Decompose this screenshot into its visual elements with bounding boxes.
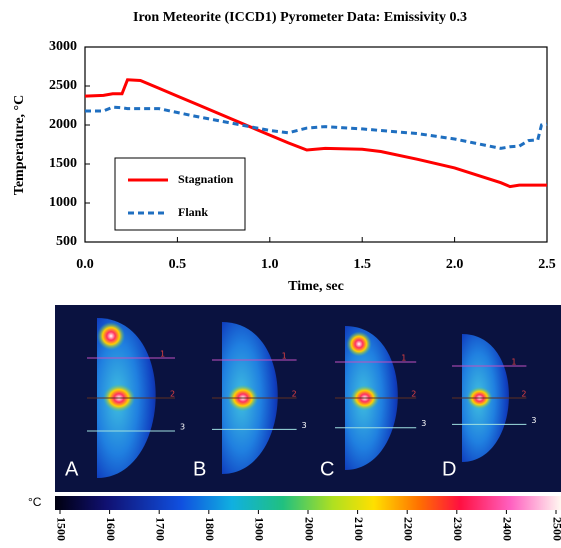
series-line <box>84 78 547 189</box>
profile-label: 3 <box>180 423 185 432</box>
colorbar-tick-label: 1700 <box>153 517 167 541</box>
profile-label: 2 <box>292 390 297 399</box>
legend-label: Flank <box>178 205 208 219</box>
colorbar-tick-label: 2100 <box>352 517 366 541</box>
colorbar-tick-label: 1500 <box>54 517 68 541</box>
profile-label: 1 <box>511 358 516 367</box>
profile-label: 2 <box>170 390 175 399</box>
hot-spot-top <box>346 331 372 357</box>
x-tick-label: 0.0 <box>76 257 94 272</box>
profile-label: 1 <box>282 352 287 361</box>
profile-label: 2 <box>411 390 416 399</box>
profile-label: 1 <box>401 354 406 363</box>
colorbar-tick-label: 1900 <box>253 517 267 541</box>
y-tick-label: 1000 <box>49 195 77 210</box>
colorbar-tick-label: 2500 <box>550 517 561 541</box>
series-line <box>85 105 548 150</box>
panel-label: A <box>65 458 79 480</box>
panel-label: C <box>320 458 334 480</box>
panel-label: B <box>193 458 206 480</box>
y-tick-label: 3000 <box>49 39 77 54</box>
x-tick-label: 1.0 <box>261 257 279 272</box>
profile-label: 2 <box>521 390 526 399</box>
legend-box <box>114 157 246 231</box>
y-axis-label: Temperature, °C <box>12 95 27 195</box>
x-tick-label: 0.5 <box>169 257 187 272</box>
legend-label: Stagnation <box>178 172 234 186</box>
y-tick-label: 1500 <box>49 156 77 171</box>
colorbar-tick-label: 1800 <box>203 517 217 541</box>
y-tick-label: 2500 <box>49 78 77 93</box>
profile-label: 1 <box>160 350 165 359</box>
colorbar-tick-label: 1600 <box>104 517 118 541</box>
x-tick-label: 2.0 <box>446 257 464 272</box>
x-axis-label: Time, sec <box>288 279 344 294</box>
panel-label: D <box>442 458 456 480</box>
colorbar-tick-label: 2400 <box>501 517 515 541</box>
chart-title: Iron Meteorite (ICCD1) Pyrometer Data: E… <box>133 10 467 25</box>
profile-label: 3 <box>531 416 536 425</box>
plot-frame <box>84 46 548 243</box>
x-tick-label: 2.5 <box>538 257 556 272</box>
profile-label: 3 <box>421 419 426 428</box>
thermal-image-strip: 1 2 3 A 1 2 3 B 1 2 3 C 1 2 3 D <box>55 305 561 492</box>
colorbar-tick-label: 2200 <box>401 517 415 541</box>
hot-spot-top <box>97 322 125 350</box>
y-tick-label: 500 <box>56 234 77 249</box>
x-tick-label: 1.5 <box>353 257 371 272</box>
colorbar-tick-label: 2000 <box>302 517 316 541</box>
colorbar-tick-label: 2300 <box>451 517 465 541</box>
colorbar <box>55 496 561 510</box>
colorbar-unit: °C <box>28 495 42 509</box>
profile-label: 3 <box>302 421 307 430</box>
y-tick-label: 2000 <box>49 117 77 132</box>
